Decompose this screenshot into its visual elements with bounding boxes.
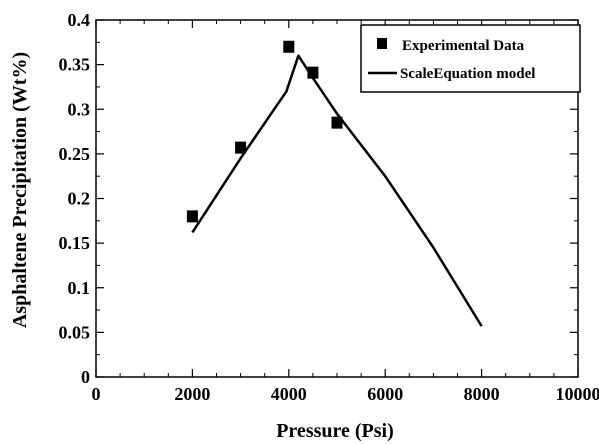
y-tick-label: 0.15: [59, 233, 91, 253]
legend: Experimental Data ScaleEquation model: [360, 24, 581, 93]
model-line: [191, 54, 483, 327]
y-tick-label: 0.4: [68, 10, 91, 30]
legend-square-marker: [377, 38, 387, 49]
experimental-data-point: [331, 116, 343, 129]
x-tick-label: 0: [92, 384, 101, 404]
experimental-data-point: [235, 141, 247, 154]
y-tick-label: 0.1: [68, 278, 91, 298]
y-axis-title: Asphaltene Precipitation (Wt%): [9, 52, 31, 328]
x-tick-label: 8000: [464, 384, 500, 404]
legend-label-experimental-data: Experimental Data: [402, 38, 525, 54]
legend-label-scaleequation-model: ScaleEquation model: [400, 66, 535, 82]
x-tick-label: 10000: [556, 384, 599, 404]
x-tick-label: 2000: [174, 384, 210, 404]
experimental-data-point: [307, 66, 319, 79]
x-axis-title: Pressure (Psi): [276, 420, 394, 442]
experimental-data-point: [283, 40, 295, 53]
y-tick-label: 0.3: [68, 99, 91, 119]
experimental-data-point: [186, 210, 198, 223]
legend-box: [360, 24, 581, 93]
y-tick-label: 0.05: [59, 322, 91, 342]
axis-ticks: 0 2000 4000 6000 8000 10000 0 0.05 0.1 0.15 0.2 0.2…: [59, 10, 599, 404]
x-tick-label: 6000: [367, 384, 403, 404]
y-tick-label: 0.25: [59, 144, 91, 164]
y-tick-label: 0: [81, 367, 90, 387]
y-tick-label: 0.35: [59, 55, 91, 75]
y-tick-label: 0.2: [68, 189, 91, 209]
x-tick-label: 4000: [271, 384, 307, 404]
plot-marks: [186, 40, 483, 327]
